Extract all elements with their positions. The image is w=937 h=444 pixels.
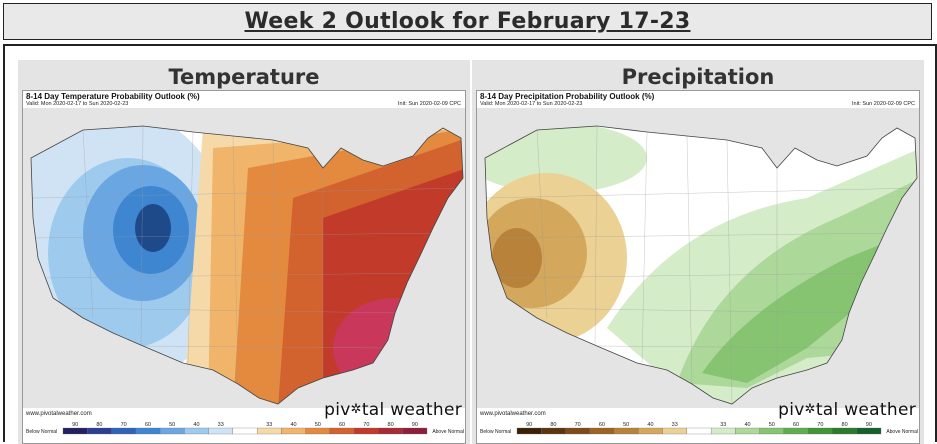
- temperature-brand-part2: tal weather: [361, 400, 462, 420]
- legend-tick-label: 70: [575, 422, 581, 428]
- legend-tick-label: 70: [121, 422, 127, 428]
- legend-swatch: [662, 427, 688, 435]
- precip-below-50: [492, 228, 542, 288]
- temp-below-70: [135, 204, 171, 252]
- legend-tick-label: 90: [866, 422, 872, 428]
- legend-tick-label: 60: [793, 422, 799, 428]
- legend-swatch: [832, 427, 857, 435]
- legend-swatch: [135, 427, 161, 435]
- legend-tick-label: 40: [647, 422, 653, 428]
- legend-tick-label: 80: [842, 422, 848, 428]
- precipitation-map: [477, 108, 919, 408]
- legend-tick-label: 60: [339, 422, 345, 428]
- temperature-legend-bar: 90 80 70 60 50 40 33 33 40 50 60 70 80 90 Below Normal…: [26, 422, 464, 435]
- precip-above-50: [702, 238, 897, 383]
- legend-tick-label: 60: [599, 422, 605, 428]
- legend-tick-label: 50: [315, 422, 321, 428]
- precipitation-legend-bar: 90 80 70 60 50 40 33 33 40 50 60 70 80 90 Below Normal…: [480, 422, 918, 435]
- legend-swatch: [232, 427, 258, 435]
- legend-tick-label: 50: [623, 422, 629, 428]
- temperature-panel: Temperature 8-14 Day Temperature Probabi…: [18, 60, 470, 444]
- legend-swatch: [589, 427, 615, 435]
- precipitation-init-time: Init: Sun 2020-02-09 CPC: [852, 101, 915, 107]
- temperature-credit: www.pivotalweather.com: [26, 411, 92, 417]
- legend-swatch: [759, 427, 785, 435]
- precipitation-credit: www.pivotalweather.com: [480, 411, 546, 417]
- temperature-map-card[interactable]: 8-14 Day Temperature Probability Outlook…: [22, 90, 466, 444]
- legend-tick-label: 50: [169, 422, 175, 428]
- legend-tick-label: 33: [720, 422, 726, 428]
- legend-tick-label: 33: [672, 422, 678, 428]
- legend-tick-label: 33: [266, 422, 272, 428]
- legend-high-label: Above Normal: [886, 429, 918, 435]
- legend-swatch: [256, 427, 282, 435]
- legend-swatch: [856, 427, 882, 435]
- legend-swatch: [208, 427, 234, 435]
- precipitation-legend: 90 80 70 60 50 40 33 33 40 50 60 70 80 90 Below Normal…: [477, 418, 919, 443]
- temperature-legend: 90 80 70 60 50 40 33 33 40 50 60 70 80 90 Below Normal…: [23, 418, 465, 443]
- temperature-panel-title: Temperature: [168, 65, 320, 89]
- temperature-brand-logo: piv✲tal weather: [324, 400, 462, 420]
- legend-swatch: [710, 427, 736, 435]
- legend-tick-label: 80: [388, 422, 394, 428]
- legend-swatch: [613, 427, 639, 435]
- precipitation-brand-part2: tal weather: [815, 400, 916, 420]
- legend-swatch: [735, 427, 760, 435]
- precipitation-panel: Precipitation 8-14 Day Precipitation Pro…: [472, 60, 924, 444]
- temperature-map-title: 8-14 Day Temperature Probability Outlook…: [26, 92, 200, 101]
- temperature-map: [23, 108, 465, 408]
- legend-swatch: [808, 427, 833, 435]
- precipitation-panel-title: Precipitation: [621, 65, 775, 89]
- legend-swatch: [783, 427, 809, 435]
- legend-swatch: [87, 427, 112, 435]
- temperature-brand-part1: piv: [324, 400, 351, 420]
- legend-swatch: [378, 427, 403, 435]
- legend-tick-label: 60: [145, 422, 151, 428]
- legend-tick-label: 70: [363, 422, 369, 428]
- legend-swatch: [565, 427, 590, 435]
- legend-tick-label: 40: [744, 422, 750, 428]
- legend-swatch: [402, 427, 428, 435]
- precipitation-brand-logo: piv✲tal weather: [778, 400, 916, 420]
- legend-swatch: [159, 427, 185, 435]
- legend-swatch: [686, 427, 712, 435]
- legend-tick-label: 90: [72, 422, 78, 428]
- precipitation-valid-range: Valid: Mon 2020-02-17 to Sun 2020-02-23: [480, 101, 583, 107]
- legend-swatch: [638, 427, 663, 435]
- legend-tick-label: 40: [290, 422, 296, 428]
- temperature-init-time: Init: Sun 2020-02-09 CPC: [398, 101, 461, 107]
- legend-swatch: [329, 427, 355, 435]
- page-title: Week 2 Outlook for February 17-23: [244, 9, 691, 34]
- legend-tick-label: 80: [96, 422, 102, 428]
- legend-swatch: [541, 427, 566, 435]
- precipitation-brand-glyph: ✲: [804, 402, 816, 417]
- legend-swatch: [354, 427, 379, 435]
- legend-swatch: [305, 427, 331, 435]
- legend-low-label: Below Normal: [480, 429, 511, 435]
- precipitation-map-card[interactable]: 8-14 Day Precipitation Probability Outlo…: [476, 90, 920, 444]
- legend-tick-label: 40: [193, 422, 199, 428]
- legend-swatch: [62, 427, 88, 435]
- legend-tick-label: 90: [526, 422, 532, 428]
- header-bar: Week 2 Outlook for February 17-23: [3, 3, 932, 40]
- legend-tick-label: 70: [817, 422, 823, 428]
- maps-container: Temperature 8-14 Day Temperature Probabi…: [3, 44, 937, 444]
- legend-swatch: [516, 427, 542, 435]
- legend-swatch: [111, 427, 136, 435]
- legend-tick-label: 90: [412, 422, 418, 428]
- temperature-brand-glyph: ✲: [350, 402, 362, 417]
- precipitation-map-title: 8-14 Day Precipitation Probability Outlo…: [480, 92, 655, 101]
- legend-tick-label: 50: [769, 422, 775, 428]
- precipitation-brand-part1: piv: [778, 400, 805, 420]
- legend-low-label: Below Normal: [26, 429, 57, 435]
- legend-tick-label: 80: [550, 422, 556, 428]
- legend-swatch: [281, 427, 306, 435]
- legend-swatch: [184, 427, 209, 435]
- temperature-valid-range: Valid: Mon 2020-02-17 to Sun 2020-02-23: [26, 101, 129, 107]
- legend-high-label: Above Normal: [432, 429, 464, 435]
- legend-tick-label: 33: [218, 422, 224, 428]
